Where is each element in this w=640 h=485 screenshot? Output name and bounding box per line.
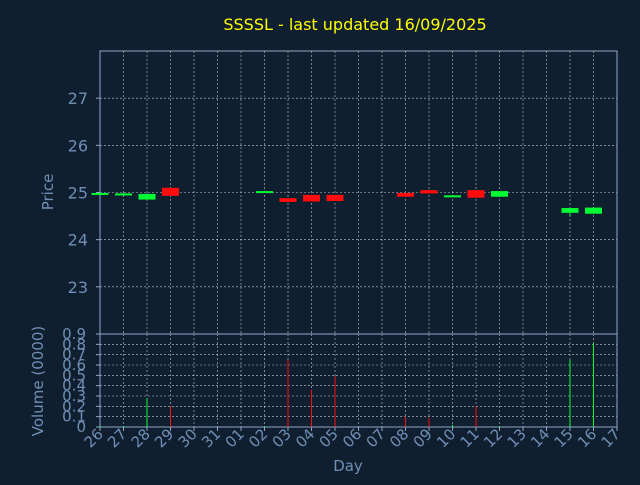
day-tick-label: 10	[433, 425, 459, 451]
day-tick-label: 16	[574, 425, 600, 451]
day-tick-label: 12	[480, 425, 506, 451]
day-tick-label: 02	[245, 425, 271, 451]
day-tick-label: 28	[128, 425, 154, 451]
price-axis-label: Price	[39, 174, 57, 211]
volume-tick-label: 0.2	[62, 397, 86, 415]
candle-body	[561, 208, 579, 213]
volume-axis-label: Volume (0000)	[29, 326, 47, 436]
day-tick-label: 03	[269, 425, 295, 451]
candle-body	[91, 192, 109, 195]
price-axis-ticks: 23 24 25 26 27	[68, 89, 100, 297]
volume-tick-label: 0.4	[62, 377, 86, 395]
volume-gridlines	[100, 334, 617, 427]
volume-tick-label: 0.5	[62, 366, 86, 384]
price-tick-label: 24	[68, 231, 88, 250]
candle-body	[467, 190, 485, 198]
price-tick-label: 26	[68, 136, 88, 155]
volume-bars	[99, 343, 594, 427]
candle-body	[279, 198, 297, 202]
day-tick-label: 04	[292, 425, 318, 451]
volume-axis-ticks: 00.10.20.30.40.50.60.70.80.9	[62, 325, 100, 436]
price-candles	[91, 187, 602, 217]
x-axis-label: Day	[333, 457, 363, 475]
candle-body	[397, 192, 414, 197]
price-tick-label: 27	[68, 89, 88, 108]
day-tick-label: 07	[363, 425, 389, 451]
day-axis-ticks: 2627282930310102030405060708091011121314…	[81, 425, 624, 451]
volume-tick-label: 0.1	[62, 408, 86, 426]
candle-body	[162, 187, 179, 196]
chart-title: SSSSL - last updated 16/09/2025	[223, 15, 486, 34]
day-tick-label: 05	[316, 425, 342, 451]
price-tick-label: 25	[68, 184, 88, 203]
volume-tick-label: 0.7	[62, 346, 86, 364]
candle-body	[115, 193, 132, 196]
day-tick-label: 30	[175, 425, 201, 451]
day-tick-label: 17	[598, 425, 624, 451]
day-tick-label: 27	[104, 425, 130, 451]
volume-tick-label: 0.9	[62, 325, 86, 343]
day-tick-label: 29	[151, 425, 177, 451]
volume-tick-label: 0.6	[62, 356, 86, 374]
day-tick-label: 11	[457, 425, 483, 451]
volume-tick-label: 0.8	[62, 335, 86, 353]
day-tick-label: 15	[551, 425, 577, 451]
day-tick-label: 13	[504, 425, 530, 451]
volume-tick-label: 0	[76, 418, 86, 436]
day-tick-label: 06	[339, 425, 365, 451]
day-tick-label: 01	[222, 425, 248, 451]
candle-body	[585, 207, 602, 214]
day-tick-label: 09	[410, 425, 436, 451]
day-tick-label: 14	[527, 425, 553, 451]
candle-body	[420, 190, 438, 194]
candle-body	[138, 193, 156, 200]
candle-body	[326, 194, 344, 201]
day-tick-label: 31	[198, 425, 224, 451]
price-tick-label: 23	[68, 278, 88, 297]
day-tick-label: 08	[386, 425, 412, 451]
candle-body	[444, 195, 461, 198]
volume-tick-label: 0.3	[62, 387, 86, 405]
candle-body	[303, 194, 320, 202]
candle-body	[256, 191, 273, 194]
candle-body	[491, 191, 508, 197]
